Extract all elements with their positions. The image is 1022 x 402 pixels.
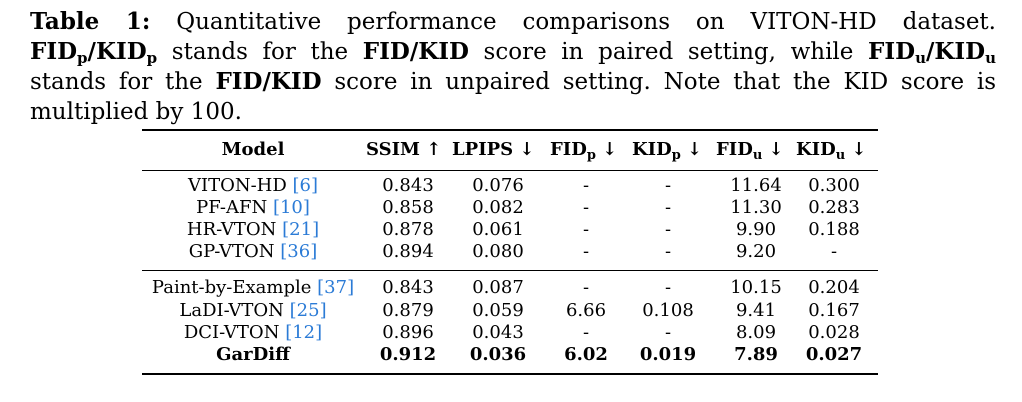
- model-name: DCI-VTON: [183, 322, 280, 343]
- citation-link[interactable]: [12]: [285, 322, 323, 343]
- kidp-value: -: [664, 175, 672, 196]
- fidu-value: 9.90: [735, 219, 777, 240]
- citation-link[interactable]: [6]: [292, 175, 319, 196]
- ssim-value: 0.843: [382, 277, 434, 298]
- kidu-value: 0.027: [805, 344, 863, 365]
- header-lpips: LPIPS ↓: [452, 139, 535, 160]
- fidu-value: 9.20: [735, 241, 777, 262]
- citation-link[interactable]: [10]: [272, 197, 310, 218]
- model-name: HR-VTON: [186, 219, 277, 240]
- table-caption: Table 1: Quantitative performance compar…: [30, 8, 996, 125]
- kidu-value: -: [830, 241, 838, 262]
- lpips-value: 0.043: [472, 322, 524, 343]
- header-fidp: FIDp ↓: [550, 139, 618, 163]
- model-name: LaDI-VTON: [179, 300, 284, 321]
- lpips-value: 0.082: [472, 197, 524, 218]
- fidp-value: -: [582, 175, 590, 196]
- lpips-value: 0.036: [469, 344, 527, 365]
- model-name: VITON-HD: [187, 175, 287, 196]
- table-bottom-rule: [142, 373, 878, 375]
- fidp-value: -: [582, 241, 590, 262]
- fidu-value: 8.09: [735, 322, 777, 343]
- lpips-value: 0.061: [472, 219, 524, 240]
- citation-link[interactable]: [36]: [280, 241, 318, 262]
- fidp-value: -: [582, 219, 590, 240]
- header-kidu: KIDu ↓: [796, 139, 867, 163]
- kidp-value: 0.108: [642, 300, 694, 321]
- caption-text-3: score in paired setting, while: [468, 39, 869, 65]
- kidu-value: 0.204: [808, 277, 860, 298]
- kidp-value: -: [664, 219, 672, 240]
- kidp-value: 0.019: [639, 344, 697, 365]
- citation-link[interactable]: [25]: [289, 300, 327, 321]
- lpips-value: 0.059: [472, 300, 524, 321]
- header-kidp: KIDp ↓: [632, 139, 703, 163]
- lpips-value: 0.076: [472, 175, 524, 196]
- ssim-value: 0.858: [382, 197, 434, 218]
- lpips-value: 0.080: [472, 241, 524, 262]
- kidu-value: 0.028: [808, 322, 860, 343]
- citation-link[interactable]: [21]: [282, 219, 320, 240]
- fidp-value: -: [582, 197, 590, 218]
- table-top-rule: [142, 129, 878, 131]
- caption-text-4: stands for the: [30, 69, 216, 95]
- caption-label: Table 1:: [30, 8, 151, 35]
- fidp-value: 6.02: [564, 344, 608, 365]
- header-fidu: FIDu ↓: [716, 139, 784, 163]
- ssim-value: 0.912: [379, 344, 437, 365]
- fidp-value: 6.66: [565, 300, 607, 321]
- fidu-value: 11.30: [730, 197, 782, 218]
- fidu-value: 10.15: [730, 277, 782, 298]
- model-name: GarDiff: [216, 344, 290, 365]
- kidu-value: 0.167: [808, 300, 860, 321]
- kidp-value: -: [664, 197, 672, 218]
- kidp-value: -: [664, 277, 672, 298]
- fidu-value: 9.41: [735, 300, 777, 321]
- caption-text-2: stands for the: [157, 39, 363, 65]
- header-model: Model: [221, 139, 285, 160]
- kidp-value: -: [664, 322, 672, 343]
- table-header-rule: [142, 170, 878, 171]
- ssim-value: 0.894: [382, 241, 434, 262]
- caption-text-1: Quantitative performance comparisons on …: [150, 9, 996, 35]
- table-group-rule: [142, 270, 878, 271]
- caption-fid-kid-2: FID/KID: [215, 68, 322, 95]
- ssim-value: 0.896: [382, 322, 434, 343]
- citation-link[interactable]: [37]: [317, 277, 355, 298]
- fidp-value: -: [582, 277, 590, 298]
- fidu-value: 7.89: [734, 344, 778, 365]
- fidp-value: -: [582, 322, 590, 343]
- model-name: PF-AFN: [196, 197, 268, 218]
- ssim-value: 0.879: [382, 300, 434, 321]
- header-ssim: SSIM ↑: [366, 139, 442, 160]
- kidu-value: 0.283: [808, 197, 860, 218]
- ssim-value: 0.843: [382, 175, 434, 196]
- kidu-value: 0.300: [808, 175, 860, 196]
- ssim-value: 0.878: [382, 219, 434, 240]
- caption-text-5: score in unpaired setting. Note that the…: [30, 69, 996, 125]
- kidp-value: -: [664, 241, 672, 262]
- lpips-value: 0.087: [472, 277, 524, 298]
- caption-fid-kid: FID/KID: [362, 38, 469, 65]
- fidu-value: 11.64: [730, 175, 782, 196]
- model-name: GP-VTON: [188, 241, 275, 262]
- kidu-value: 0.188: [808, 219, 860, 240]
- model-name: Paint-by-Example: [151, 277, 312, 298]
